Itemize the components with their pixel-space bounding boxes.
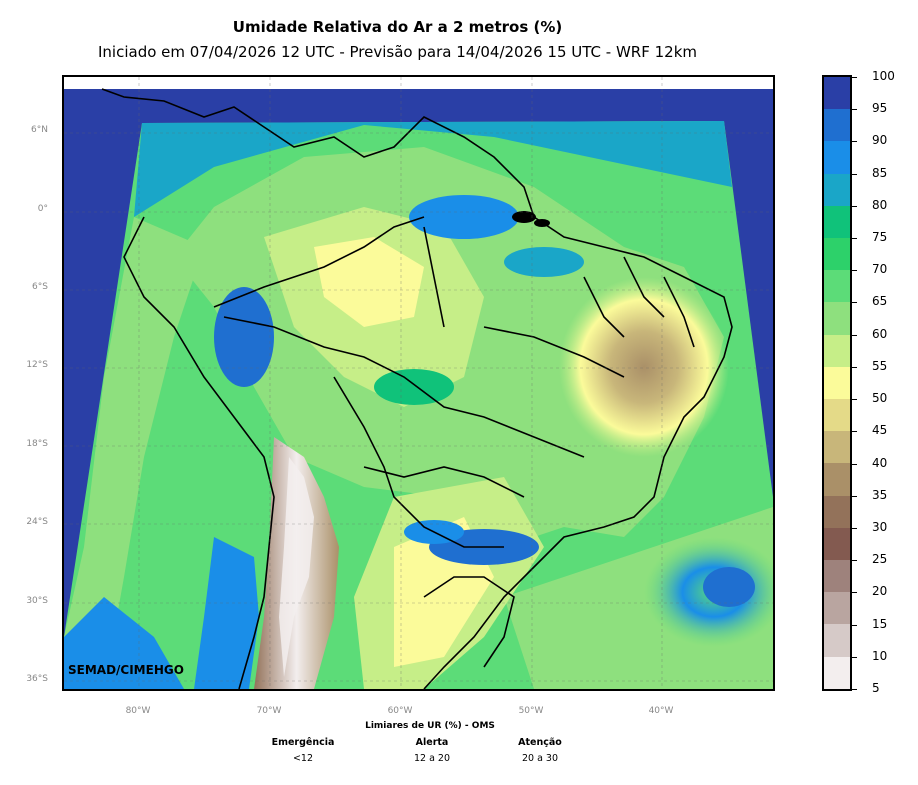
lon-label-40w: 40°W: [648, 706, 674, 716]
colorbar-tick-label: 100: [872, 69, 895, 83]
colorbar-tick: [852, 77, 857, 78]
colorbar-segment: [824, 173, 850, 206]
colorbar-tick: [852, 527, 857, 529]
lat-label-0: 0°: [37, 204, 48, 214]
colorbar-tick: [852, 656, 857, 658]
colorbar-tick-label: 5: [872, 681, 880, 695]
colorbar-tick-label: 65: [872, 294, 888, 309]
colorbar-segment: [824, 77, 850, 110]
colorbar-tick: [852, 495, 857, 497]
oms-alerta-value: 12 a 20: [413, 753, 451, 764]
oms-atencao-value: 20 a 30: [521, 753, 559, 764]
colorbar-segment: [824, 592, 850, 625]
colorbar-tick-label: 85: [872, 165, 888, 180]
colorbar-tick-label: 40: [872, 455, 888, 470]
colorbar-segment: [824, 431, 850, 464]
colorbar-segment: [824, 141, 850, 174]
colorbar-segment: [824, 366, 850, 400]
colorbar-tick-label: 25: [872, 552, 888, 567]
colorbar-tick: [852, 624, 857, 626]
colorbar-segment: [824, 560, 850, 593]
oms-atencao-label: Atenção: [518, 737, 562, 748]
colorbar-segment: [824, 302, 850, 335]
colorbar-segment: [824, 270, 850, 303]
amazon-delta: [512, 211, 550, 227]
colorbar-tick-label: 95: [872, 101, 888, 116]
colorbar: [822, 75, 852, 691]
oms-emergencia-label: Emergência: [271, 737, 335, 748]
colorbar-tick: [852, 463, 857, 465]
colorbar-tick-label: 75: [872, 230, 888, 245]
colorbar-tick: [852, 592, 857, 594]
oms-alerta-label: Alerta: [415, 737, 449, 748]
lon-label-50w: 50°W: [518, 706, 544, 716]
colorbar-segment: [824, 624, 850, 657]
colorbar-tick: [852, 560, 857, 562]
lat-label-24s: 24°S: [26, 517, 48, 527]
forecast-map: SEMAD/CIMEHGO: [62, 75, 775, 691]
colorbar-segment: [824, 109, 850, 142]
lon-label-60w: 60°W: [387, 706, 413, 716]
colorbar-segment: [824, 238, 850, 271]
oms-emergencia-value: <12: [292, 753, 314, 764]
colorbar-tick-label: 70: [872, 262, 888, 277]
lat-label-12s: 12°S: [26, 360, 48, 370]
colorbar-tick-label: 90: [872, 133, 888, 148]
humidity-field: [64, 77, 773, 689]
colorbar-segment: [824, 205, 850, 239]
colorbar-tick-label: 55: [872, 358, 888, 373]
oms-thresholds-title: Limiares de UR (%) - OMS: [365, 721, 495, 731]
colorbar-tick-label: 45: [872, 423, 888, 438]
colorbar-segment: [824, 495, 850, 528]
colorbar-tick: [852, 431, 857, 433]
lon-label-80w: 80°W: [125, 706, 151, 716]
lon-label-70w: 70°W: [256, 706, 282, 716]
credit-label: SEMAD/CIMEHGO: [68, 663, 184, 677]
colorbar-tick-label: 50: [872, 391, 888, 406]
country-borders: [101, 88, 733, 689]
lat-label-18s: 18°S: [26, 439, 48, 449]
colorbar-segment: [824, 334, 850, 367]
colorbar-tick: [852, 141, 857, 143]
colorbar-tick: [852, 205, 857, 207]
colorbar-tick-label: 20: [872, 584, 888, 599]
colorbar-tick: [852, 238, 857, 240]
colorbar-tick-label: 10: [872, 648, 888, 663]
colorbar-tick: [852, 689, 857, 690]
colorbar-tick: [852, 270, 857, 272]
map-subtitle: Iniciado em 07/04/2026 12 UTC - Previsão…: [97, 43, 698, 61]
colorbar-tick: [852, 302, 857, 304]
colorbar-tick-label: 35: [872, 487, 888, 502]
colorbar-segment: [824, 463, 850, 496]
colorbar-segment: [824, 656, 850, 689]
colorbar-segment: [824, 527, 850, 561]
lat-label-6s: 6°S: [32, 282, 48, 292]
colorbar-tick: [852, 109, 857, 111]
colorbar-tick-label: 30: [872, 519, 888, 534]
map-title: Umidade Relativa do Ar a 2 metros (%): [232, 18, 563, 36]
colorbar-segment: [824, 399, 850, 432]
colorbar-tick-label: 80: [872, 197, 888, 212]
lat-label-36s: 36°S: [26, 674, 48, 684]
colorbar-tick: [852, 399, 857, 401]
colorbar-tick: [852, 173, 857, 175]
colorbar-tick: [852, 366, 857, 368]
lat-label-30s: 30°S: [26, 596, 48, 606]
lat-label-6n: 6°N: [31, 125, 48, 135]
colorbar-tick-label: 60: [872, 326, 888, 341]
dry-northeast: [559, 277, 729, 457]
graticule: [64, 77, 773, 689]
colorbar-tick: [852, 334, 857, 336]
colorbar-tick-label: 15: [872, 616, 888, 631]
